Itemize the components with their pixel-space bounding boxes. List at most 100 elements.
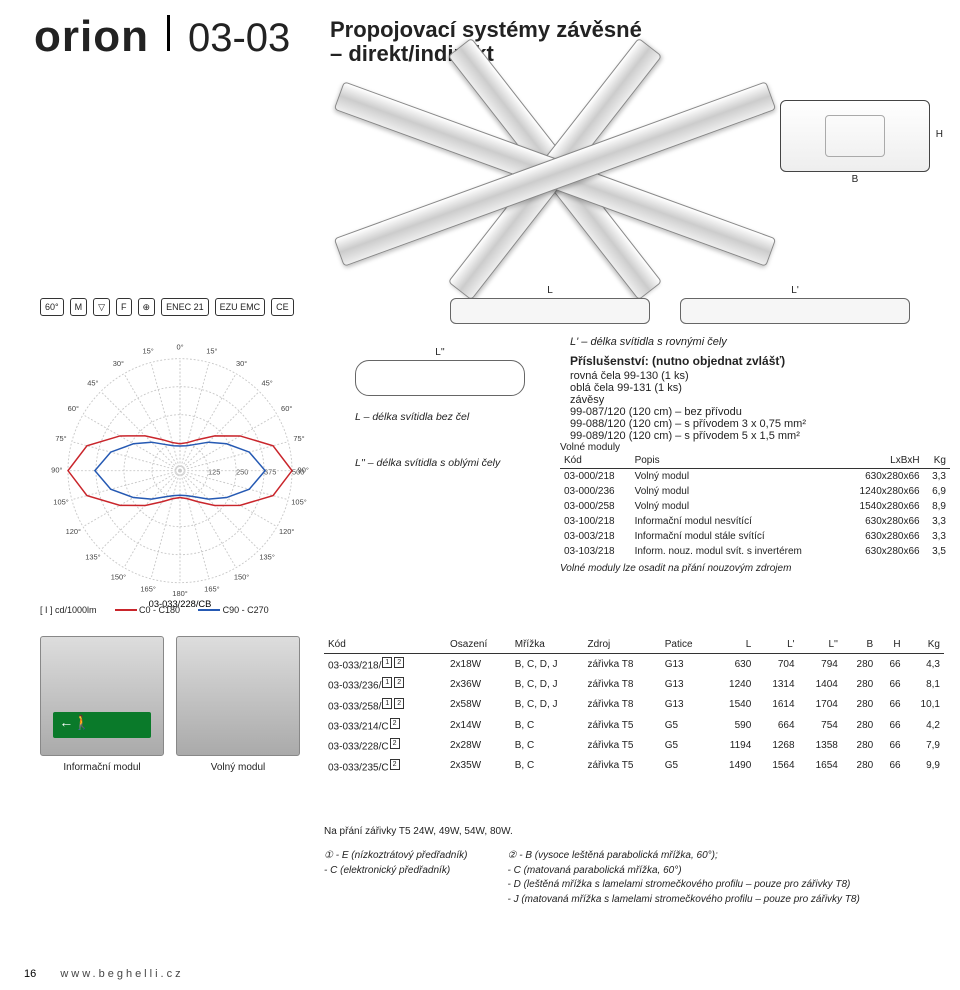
svg-text:150°: 150° bbox=[111, 572, 126, 581]
cert-icon: CE bbox=[271, 298, 294, 316]
thumb-info-modul bbox=[40, 636, 164, 756]
table-row: 03-100/218Informační modul nesvítící630x… bbox=[560, 514, 950, 529]
footnote: ① - E (nízkoztrátový předřadník) bbox=[324, 849, 467, 863]
polar-caption: [ I ] cd/1000lm C0 - C180 C90 - C270 bbox=[40, 605, 269, 615]
svg-text:150°: 150° bbox=[234, 572, 249, 581]
main-col: Kód bbox=[324, 636, 446, 654]
svg-text:45°: 45° bbox=[261, 379, 272, 388]
svg-text:105°: 105° bbox=[291, 498, 306, 507]
header-divider bbox=[167, 15, 170, 51]
table-row: 03-033/235/C22x35WB, Czářivka T5G5149015… bbox=[324, 756, 944, 776]
thumb-volny-modul bbox=[176, 636, 300, 756]
cert-icon: M bbox=[70, 298, 88, 316]
svg-text:135°: 135° bbox=[85, 553, 100, 562]
polar-series-0: C0 - C180 bbox=[139, 605, 180, 615]
table-row: 03-033/228/C22x28WB, Czářivka T5G5119412… bbox=[324, 735, 944, 755]
table-row: 03-033/258/122x58WB, C, D, Jzářivka T8G1… bbox=[324, 695, 944, 715]
table-row: 03-000/236Volný modul1240x280x666,9 bbox=[560, 484, 950, 499]
table-row: 03-103/218Inform. nouz. modul svít. s in… bbox=[560, 544, 950, 559]
legend-a: L – délka svítidla bez čel bbox=[355, 410, 535, 426]
svg-text:375: 375 bbox=[264, 467, 276, 476]
title-l1: Propojovací systémy závěsné bbox=[330, 18, 642, 42]
main-col: Osazení bbox=[446, 636, 511, 654]
svg-text:45°: 45° bbox=[87, 379, 98, 388]
svg-text:15°: 15° bbox=[206, 347, 217, 356]
cert-icon: ⊕ bbox=[138, 298, 156, 316]
table-row: 03-033/236/122x36WB, C, D, Jzářivka T8G1… bbox=[324, 674, 944, 694]
main-col: L bbox=[712, 636, 755, 654]
cert-icon: ENEC 21 bbox=[161, 298, 209, 316]
svg-text:15°: 15° bbox=[142, 347, 153, 356]
svg-text:135°: 135° bbox=[259, 553, 274, 562]
main-col: L'' bbox=[799, 636, 842, 654]
table-row: 03-033/218/122x18WB, C, D, Jzářivka T8G1… bbox=[324, 654, 944, 675]
main-table: KódOsazeníMřížkaZdrojPaticeLL'L''BHKg03-… bbox=[324, 636, 944, 776]
svg-text:75°: 75° bbox=[293, 434, 304, 443]
volmod-col: Kg bbox=[924, 453, 950, 469]
module-thumbnails: Informační modul Volný modul bbox=[40, 636, 300, 773]
main-col: H bbox=[877, 636, 904, 654]
volmod-col: Kód bbox=[560, 453, 631, 469]
svg-text:120°: 120° bbox=[66, 527, 81, 536]
cert-icon: ▽ bbox=[93, 298, 110, 316]
table-row: 03-003/218Informační modul stále svítící… bbox=[560, 529, 950, 544]
main-col: Patice bbox=[661, 636, 712, 654]
main-col: B bbox=[842, 636, 877, 654]
label-Lpp: L'' bbox=[435, 347, 444, 358]
footnote: ② - B (vysoce leštěná parabolická mřížka… bbox=[507, 849, 859, 863]
svg-text:120°: 120° bbox=[279, 527, 294, 536]
label-L: L bbox=[547, 285, 553, 296]
footnote: - C (matovaná parabolická mřížka, 60°) bbox=[507, 864, 859, 878]
accessories-heading: Příslušenství: (nutno objednat zvlášť) bbox=[570, 354, 940, 368]
svg-text:90°: 90° bbox=[298, 466, 309, 475]
main-col: Kg bbox=[905, 636, 944, 654]
footnotes: ① - E (nízkoztrátový předřadník) - C (el… bbox=[324, 848, 944, 907]
accessory-item: oblá čela 99-131 (1 ks) bbox=[570, 382, 940, 394]
accessory-item: 99-087/120 (120 cm) – bez přívodu bbox=[570, 406, 940, 418]
svg-text:75°: 75° bbox=[55, 434, 66, 443]
cert-icon: 60° bbox=[40, 298, 64, 316]
svg-text:250: 250 bbox=[236, 467, 248, 476]
table-row: 03-000/258Volný modul1540x280x668,9 bbox=[560, 499, 950, 514]
main-col: Zdroj bbox=[583, 636, 660, 654]
svg-text:165°: 165° bbox=[204, 585, 219, 594]
accessory-item: 99-088/120 (120 cm) – s přívodem 3 x 0,7… bbox=[570, 418, 940, 430]
volmod-note: Volné moduly lze osadit na přání nouzový… bbox=[560, 563, 950, 574]
thumb-cap-b: Volný modul bbox=[176, 762, 300, 773]
footer: 16 www.beghelli.cz bbox=[24, 968, 184, 980]
accessory-item: 99-089/120 (120 cm) – s přívodem 5 x 1,5… bbox=[570, 430, 940, 442]
accessories-list: rovná čela 99-130 (1 ks)oblá čela 99-131… bbox=[570, 370, 940, 442]
hero-render bbox=[330, 74, 780, 274]
cross-section-schematic: H B bbox=[780, 100, 930, 172]
polar-series-1: C90 - C270 bbox=[223, 605, 269, 615]
page: orion 03-03 Propojovací systémy závěsné … bbox=[0, 0, 960, 990]
thumb-cap-a: Informační modul bbox=[40, 762, 164, 773]
legend-c: L' – délka svítidla s rovnými čely bbox=[570, 336, 940, 348]
svg-text:165°: 165° bbox=[140, 585, 155, 594]
footnote: - C (elektronický předřadník) bbox=[324, 864, 467, 878]
svg-text:60°: 60° bbox=[281, 404, 292, 413]
volmod-caption: Volné moduly bbox=[560, 442, 950, 453]
length-schematic-Lp: L' bbox=[680, 298, 910, 324]
main-note: Na přání zářivky T5 24W, 49W, 54W, 80W. bbox=[324, 826, 513, 837]
accessory-item: rovná čela 99-130 (1 ks) bbox=[570, 370, 940, 382]
svg-text:105°: 105° bbox=[53, 498, 68, 507]
volmod-col: LxBxH bbox=[842, 453, 924, 469]
polar-diagram: 1252503755000°15°15°30°30°45°45°60°60°75… bbox=[40, 340, 320, 620]
svg-text:125: 125 bbox=[208, 467, 220, 476]
table-row: 03-033/214/C22x14WB, Czářivka T5G5590664… bbox=[324, 715, 944, 735]
legend-b: L'' – délka svítidla s oblými čely bbox=[355, 456, 535, 472]
volne-moduly: Volné moduly KódPopisLxBxHKg03-000/218Vo… bbox=[560, 442, 950, 574]
accessory-item: závěsy bbox=[570, 394, 940, 406]
length-legend: L – délka svítidla bez čel L'' – délka s… bbox=[355, 410, 535, 472]
svg-text:30°: 30° bbox=[113, 359, 124, 368]
main-col: Mřížka bbox=[511, 636, 584, 654]
footnote: - J (matovaná mřížka s lamelami stromečk… bbox=[507, 893, 859, 907]
table-row: 03-000/218Volný modul630x280x663,3 bbox=[560, 469, 950, 485]
svg-text:90°: 90° bbox=[51, 466, 62, 475]
length-schematic-L: L bbox=[450, 298, 650, 324]
brand: orion bbox=[34, 12, 149, 62]
polar-unit: [ I ] cd/1000lm bbox=[40, 605, 97, 615]
svg-text:180°: 180° bbox=[172, 589, 187, 598]
footnote: - D (leštěná mřížka s lamelami stromečko… bbox=[507, 878, 859, 892]
